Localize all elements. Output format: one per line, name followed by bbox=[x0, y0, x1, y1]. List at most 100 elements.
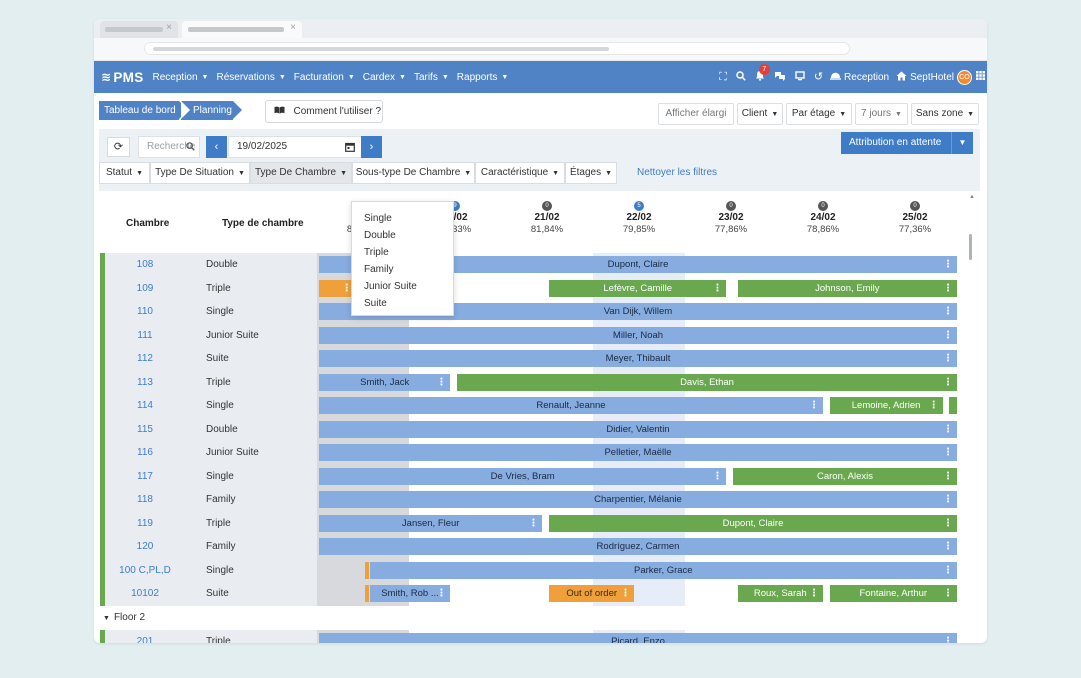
reservation-bar[interactable]: Roux, Sarah ⋮ bbox=[737, 585, 823, 602]
room-number-link[interactable]: 112 bbox=[137, 353, 153, 364]
room-number-link[interactable]: 120 bbox=[136, 541, 154, 552]
more-options-icon[interactable]: ⋮ bbox=[943, 447, 953, 458]
menu-item[interactable]: Tarifs ▼ bbox=[414, 72, 449, 83]
chat-icon[interactable] bbox=[774, 71, 786, 84]
room-number-link[interactable]: 117 bbox=[137, 470, 153, 482]
fullscreen-icon[interactable]: ⛶ bbox=[719, 71, 727, 83]
search-icon[interactable] bbox=[736, 70, 746, 84]
reservation-bar[interactable]: Charpentier, Mélanie ⋮ bbox=[319, 491, 957, 508]
menu-item[interactable]: Reception ▼ bbox=[153, 72, 209, 83]
floor-group-header[interactable]: ▼ Floor 2 bbox=[99, 605, 964, 630]
browser-tab-active[interactable]: × bbox=[182, 21, 302, 38]
room-number-link[interactable]: 118 bbox=[137, 494, 153, 505]
arrivals-badge[interactable]: 0 bbox=[818, 201, 828, 211]
app-logo[interactable]: ≋ PMS bbox=[101, 70, 144, 85]
arrivals-badge[interactable]: 5 bbox=[634, 201, 644, 211]
breadcrumb-dashboard[interactable]: Tableau de bord bbox=[99, 101, 188, 120]
reservation-bar[interactable]: Renault, Jeanne ⋮ bbox=[319, 397, 823, 414]
arrivals-badge[interactable]: 0 bbox=[910, 201, 920, 211]
room-type-option[interactable]: Junior Suite bbox=[364, 281, 417, 292]
browser-tab[interactable]: × bbox=[100, 21, 178, 38]
clear-filters-link[interactable]: Nettoyer les filtres bbox=[637, 167, 718, 178]
out-of-order-block[interactable]: Out of order ⋮ bbox=[549, 585, 635, 602]
hotel-link[interactable]: SeptHotel bbox=[896, 71, 954, 84]
room-number-link[interactable]: 115 bbox=[137, 423, 153, 435]
by-floor-dropdown[interactable]: Par étage ▼ bbox=[786, 103, 852, 125]
menu-item[interactable]: Rapports ▼ bbox=[457, 72, 509, 83]
reservation-bar[interactable]: ⋮ bbox=[319, 279, 356, 297]
reservation-bar[interactable]: Caron, Alexis ⋮ bbox=[733, 467, 957, 485]
room-type-option[interactable]: Suite bbox=[364, 298, 387, 309]
client-dropdown[interactable]: Client ▼ bbox=[737, 103, 783, 125]
room-type-option[interactable]: Double bbox=[364, 230, 396, 241]
more-options-icon[interactable]: ⋮ bbox=[943, 329, 953, 341]
close-tab-icon[interactable]: × bbox=[290, 22, 296, 33]
more-options-icon[interactable]: ⋮ bbox=[943, 376, 953, 388]
date-picker-input[interactable]: 19/02/2025 bbox=[228, 136, 362, 158]
more-options-icon[interactable]: ⋮ bbox=[809, 400, 819, 411]
scroll-up-icon[interactable]: ▲ bbox=[969, 194, 975, 200]
more-options-icon[interactable]: ⋮ bbox=[943, 635, 953, 644]
room-number-link[interactable]: 108 bbox=[136, 259, 154, 270]
reservation-bar[interactable]: Meyer, Thibault ⋮ bbox=[319, 350, 957, 367]
reservation-bar[interactable]: Didier, Valentin ⋮ bbox=[319, 420, 957, 438]
reservation-bar[interactable]: Johnson, Emily ⋮ bbox=[737, 279, 957, 297]
history-icon[interactable]: ↺ bbox=[813, 71, 824, 83]
more-options-icon[interactable]: ⋮ bbox=[341, 282, 352, 294]
more-options-icon[interactable]: ⋮ bbox=[943, 306, 953, 317]
more-options-icon[interactable]: ⋮ bbox=[528, 517, 539, 529]
reservation-bar[interactable]: Picard, Enzo ⋮ bbox=[319, 632, 957, 644]
caret-down-icon[interactable]: ▼ bbox=[951, 132, 973, 154]
filter-feature[interactable]: Caractéristique ▼ bbox=[475, 162, 565, 184]
reservation-bar[interactable]: Pelletier, Maëlle ⋮ bbox=[319, 444, 957, 461]
more-options-icon[interactable]: ⋮ bbox=[943, 494, 953, 505]
bell-icon[interactable]: 7 bbox=[755, 64, 770, 84]
more-options-icon[interactable]: ⋮ bbox=[943, 517, 953, 529]
more-options-icon[interactable]: ⋮ bbox=[436, 376, 447, 388]
reservation-bar[interactable]: Davis, Ethan ⋮ bbox=[457, 373, 957, 391]
room-number-link[interactable]: 116 bbox=[137, 447, 153, 458]
reservation-bar[interactable]: Rodríguez, Carmen ⋮ bbox=[319, 538, 957, 555]
arrivals-badge[interactable]: 0 bbox=[726, 201, 736, 211]
room-type-column-header[interactable]: Type de chambre bbox=[222, 218, 304, 229]
reception-link[interactable]: Reception bbox=[830, 71, 889, 83]
more-options-icon[interactable]: ⋮ bbox=[436, 588, 447, 599]
more-options-icon[interactable]: ⋮ bbox=[943, 541, 953, 552]
room-type-option[interactable]: Triple bbox=[364, 247, 389, 258]
monitor-icon[interactable] bbox=[795, 70, 805, 84]
arrivals-badge[interactable]: 0 bbox=[542, 201, 552, 211]
reservation-bar[interactable]: Lemoine, Adrien ⋮ bbox=[829, 397, 943, 414]
reservation-bar[interactable]: Parker, Grace ⋮ bbox=[369, 561, 957, 579]
more-options-icon[interactable]: ⋮ bbox=[943, 423, 953, 435]
filter-room-subtype[interactable]: Sous-type De Chambre ▼ bbox=[352, 162, 475, 184]
reservation-bar[interactable]: Miller, Noah ⋮ bbox=[319, 326, 957, 344]
room-number-link[interactable]: 114 bbox=[137, 400, 153, 411]
room-type-option[interactable]: Single bbox=[364, 213, 392, 224]
room-number-link[interactable]: 100 C,PL,D bbox=[119, 564, 171, 576]
room-type-option[interactable]: Family bbox=[364, 264, 394, 275]
more-options-icon[interactable]: ⋮ bbox=[928, 400, 939, 411]
days-dropdown[interactable]: 7 jours ▼ bbox=[855, 103, 908, 125]
more-options-icon[interactable]: ⋮ bbox=[620, 588, 631, 599]
refresh-button[interactable]: ⟳ bbox=[107, 137, 130, 157]
more-options-icon[interactable]: ⋮ bbox=[712, 470, 723, 482]
room-number-link[interactable]: 119 bbox=[137, 517, 153, 529]
more-options-icon[interactable]: ⋮ bbox=[943, 470, 953, 482]
user-avatar[interactable]: CO bbox=[957, 69, 972, 85]
help-button[interactable]: Comment l'utiliser ? bbox=[265, 100, 383, 123]
menu-item[interactable]: Réservations ▼ bbox=[216, 72, 285, 83]
more-options-icon[interactable]: ⋮ bbox=[808, 588, 819, 599]
room-number-link[interactable]: 111 bbox=[137, 329, 153, 341]
vertical-scrollbar[interactable] bbox=[969, 234, 972, 260]
more-options-icon[interactable]: ⋮ bbox=[943, 353, 953, 364]
search-input[interactable]: Recherche bbox=[138, 136, 200, 158]
reservation-bar[interactable]: Lefèvre, Camille ⋮ bbox=[549, 279, 727, 297]
room-number-link[interactable]: 201 bbox=[136, 635, 154, 644]
breadcrumb-planning[interactable]: Planning bbox=[181, 101, 242, 120]
more-options-icon[interactable]: ⋮ bbox=[942, 282, 953, 294]
previous-date-button[interactable]: ‹ bbox=[206, 136, 227, 158]
next-date-button[interactable]: › bbox=[361, 136, 382, 158]
zone-dropdown[interactable]: Sans zone ▼ bbox=[911, 103, 979, 125]
reservation-bar[interactable]: Van Dijk, Willem ⋮ bbox=[319, 303, 957, 320]
more-options-icon[interactable]: ⋮ bbox=[942, 588, 953, 599]
